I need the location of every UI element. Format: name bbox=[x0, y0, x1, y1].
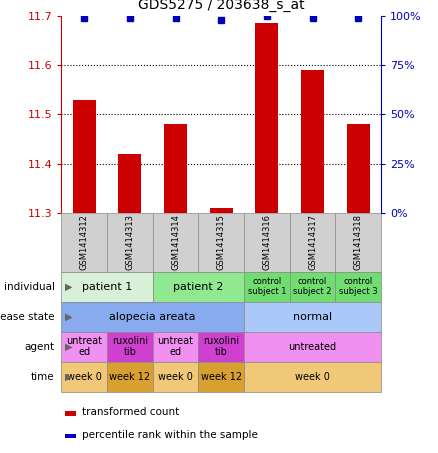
Text: normal: normal bbox=[293, 312, 332, 322]
Bar bbox=[61, 302, 244, 332]
Text: percentile rank within the sample: percentile rank within the sample bbox=[82, 430, 258, 440]
Text: GSM1414313: GSM1414313 bbox=[125, 214, 134, 270]
Text: patient 1: patient 1 bbox=[82, 282, 132, 292]
Bar bbox=[61, 332, 107, 362]
Text: time: time bbox=[31, 372, 55, 382]
Text: GSM1414316: GSM1414316 bbox=[262, 214, 272, 270]
Bar bbox=[244, 213, 290, 272]
Text: ▶: ▶ bbox=[65, 282, 72, 292]
Text: GSM1414317: GSM1414317 bbox=[308, 214, 317, 270]
Text: alopecia areata: alopecia areata bbox=[110, 312, 196, 322]
Bar bbox=[164, 124, 187, 213]
Text: untreat
ed: untreat ed bbox=[66, 337, 102, 357]
Bar bbox=[61, 362, 107, 392]
Bar bbox=[210, 208, 233, 213]
Text: GSM1414318: GSM1414318 bbox=[354, 214, 363, 270]
Text: control
subject 1: control subject 1 bbox=[247, 277, 286, 296]
Bar bbox=[107, 362, 153, 392]
Bar bbox=[244, 362, 381, 392]
Text: untreated: untreated bbox=[289, 342, 337, 352]
Text: GSM1414312: GSM1414312 bbox=[80, 214, 88, 270]
Text: patient 2: patient 2 bbox=[173, 282, 223, 292]
Text: week 0: week 0 bbox=[158, 372, 193, 382]
Bar bbox=[153, 272, 244, 302]
Bar bbox=[118, 154, 141, 213]
Text: untreat
ed: untreat ed bbox=[158, 337, 194, 357]
Text: ruxolini
tib: ruxolini tib bbox=[203, 337, 239, 357]
Text: control
subject 3: control subject 3 bbox=[339, 277, 378, 296]
Bar bbox=[244, 332, 381, 362]
Bar bbox=[107, 213, 153, 272]
Text: week 0: week 0 bbox=[295, 372, 330, 382]
Text: transformed count: transformed count bbox=[82, 407, 179, 417]
Text: ▶: ▶ bbox=[65, 312, 72, 322]
Text: ▶: ▶ bbox=[65, 372, 72, 382]
Bar bbox=[336, 272, 381, 302]
Text: ruxolini
tib: ruxolini tib bbox=[112, 337, 148, 357]
Bar bbox=[336, 213, 381, 272]
Bar bbox=[153, 362, 198, 392]
Text: ▶: ▶ bbox=[65, 342, 72, 352]
Text: GSM1414315: GSM1414315 bbox=[217, 214, 226, 270]
Bar bbox=[198, 362, 244, 392]
Bar bbox=[198, 213, 244, 272]
Title: GDS5275 / 203638_s_at: GDS5275 / 203638_s_at bbox=[138, 0, 304, 12]
Text: individual: individual bbox=[4, 282, 55, 292]
Bar bbox=[107, 332, 153, 362]
Bar bbox=[61, 272, 153, 302]
Bar bbox=[290, 213, 336, 272]
Text: week 12: week 12 bbox=[109, 372, 150, 382]
Text: disease state: disease state bbox=[0, 312, 55, 322]
Bar bbox=[64, 411, 76, 416]
Bar bbox=[64, 434, 76, 439]
Bar bbox=[347, 124, 370, 213]
Text: control
subject 2: control subject 2 bbox=[293, 277, 332, 296]
Bar bbox=[61, 213, 107, 272]
Text: week 0: week 0 bbox=[67, 372, 102, 382]
Bar bbox=[244, 272, 290, 302]
Text: GSM1414314: GSM1414314 bbox=[171, 214, 180, 270]
Bar bbox=[73, 100, 95, 213]
Text: week 12: week 12 bbox=[201, 372, 242, 382]
Bar bbox=[255, 23, 278, 213]
Bar bbox=[153, 213, 198, 272]
Bar bbox=[153, 332, 198, 362]
Bar bbox=[290, 272, 336, 302]
Bar bbox=[301, 70, 324, 213]
Bar bbox=[244, 302, 381, 332]
Text: agent: agent bbox=[25, 342, 55, 352]
Bar bbox=[198, 332, 244, 362]
